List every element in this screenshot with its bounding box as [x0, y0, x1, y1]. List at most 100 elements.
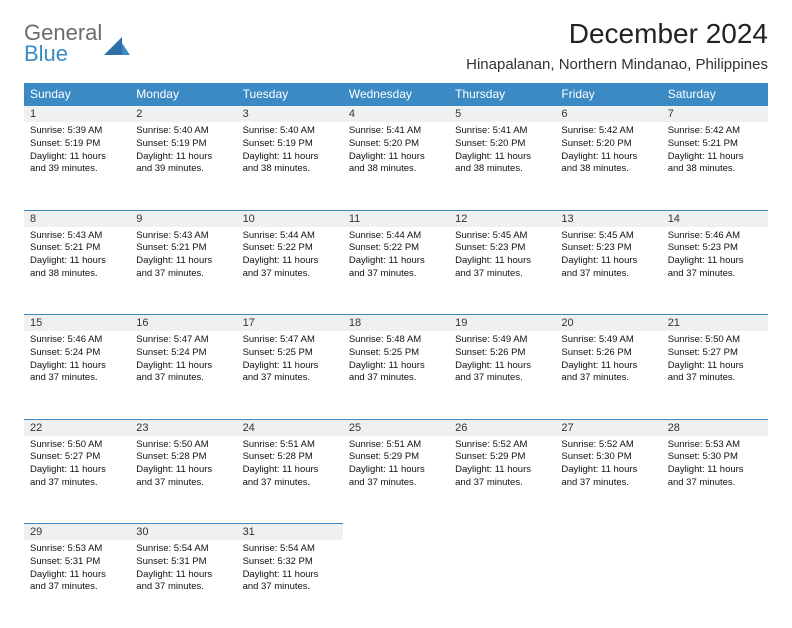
- day-cell: Sunrise: 5:54 AMSunset: 5:32 PMDaylight:…: [237, 540, 343, 628]
- sunset: Sunset: 5:22 PM: [243, 242, 337, 255]
- logo-line2: Blue: [24, 43, 102, 65]
- day-number: 20: [555, 315, 661, 332]
- day-cell: [662, 540, 768, 628]
- daylight: Daylight: 11 hours and 37 minutes.: [668, 255, 762, 281]
- daybody-row: Sunrise: 5:43 AMSunset: 5:21 PMDaylight:…: [24, 227, 768, 315]
- daylight: Daylight: 11 hours and 37 minutes.: [455, 255, 549, 281]
- sunset: Sunset: 5:20 PM: [455, 138, 549, 151]
- calendar-body: 1234567 Sunrise: 5:39 AM Sunset: 5:19 PM Da…: [24, 106, 768, 628]
- daylight: Daylight: 11 hours and 37 minutes.: [30, 360, 124, 386]
- daybody-row: Sunrise: 5:46 AMSunset: 5:24 PMDaylight:…: [24, 331, 768, 419]
- day-cell: Sunrise: 5:50 AMSunset: 5:27 PMDaylight:…: [24, 436, 130, 524]
- day-cell: Sunrise: 5:49 AMSunset: 5:26 PMDaylight:…: [555, 331, 661, 419]
- day-header-row: SundayMondayTuesdayWednesdayThursdayFrid…: [24, 83, 768, 106]
- day-number: 18: [343, 315, 449, 332]
- sunrise: Sunrise: 5:48 AM: [349, 334, 443, 347]
- sunrise: Sunrise: 5:51 AM: [349, 439, 443, 452]
- day-number: [343, 524, 449, 541]
- day-cell: Sunrise: 5:52 AMSunset: 5:29 PMDaylight:…: [449, 436, 555, 524]
- sunset: Sunset: 5:23 PM: [668, 242, 762, 255]
- day-number: 26: [449, 419, 555, 436]
- daybody-row: Sunrise: 5:53 AMSunset: 5:31 PMDaylight:…: [24, 540, 768, 628]
- sunset: Sunset: 5:28 PM: [136, 451, 230, 464]
- daylight: Daylight: 11 hours and 37 minutes.: [561, 464, 655, 490]
- daylight: Daylight: 11 hours and 37 minutes.: [561, 255, 655, 281]
- sunrise: Sunrise: 5:54 AM: [243, 543, 337, 556]
- day-number: 13: [555, 210, 661, 227]
- calendar-table: SundayMondayTuesdayWednesdayThursdayFrid…: [24, 83, 768, 628]
- day-number: 2: [130, 106, 236, 123]
- daylight: Daylight: 11 hours and 37 minutes.: [668, 464, 762, 490]
- day-number: 9: [130, 210, 236, 227]
- daylight: Daylight: 11 hours and 37 minutes.: [30, 569, 124, 595]
- day-cell: Sunrise: 5:41 AMSunset: 5:20 PMDaylight:…: [449, 122, 555, 210]
- day-cell: Sunrise: 5:52 AMSunset: 5:30 PMDaylight:…: [555, 436, 661, 524]
- sunset: Sunset: 5:32 PM: [243, 556, 337, 569]
- sunrise: Sunrise: 5:42 AM: [668, 125, 762, 138]
- logo-triangle-icon: [104, 35, 130, 55]
- day-cell: Sunrise: 5:53 AMSunset: 5:31 PMDaylight:…: [24, 540, 130, 628]
- day-number: 7: [662, 106, 768, 123]
- sunrise: Sunrise: 5:47 AM: [136, 334, 230, 347]
- day-number: 19: [449, 315, 555, 332]
- day-number: 29: [24, 524, 130, 541]
- sunset: Sunset: 5:30 PM: [561, 451, 655, 464]
- day-header: Saturday: [662, 83, 768, 106]
- sunset: Sunset: 5:19 PM: [243, 138, 337, 151]
- day-number: [449, 524, 555, 541]
- title-block: December 2024 Hinapalanan, Northern Mind…: [466, 18, 768, 73]
- day-cell: Sunrise: 5:47 AMSunset: 5:25 PMDaylight:…: [237, 331, 343, 419]
- day-cell: [343, 540, 449, 628]
- daylight: Daylight: 11 hours and 37 minutes.: [136, 360, 230, 386]
- daylight: Daylight: 11 hours and 37 minutes.: [243, 464, 337, 490]
- day-header: Wednesday: [343, 83, 449, 106]
- sunrise: Sunrise: 5:49 AM: [455, 334, 549, 347]
- day-cell: Sunrise: 5:48 AMSunset: 5:25 PMDaylight:…: [343, 331, 449, 419]
- sunset: Sunset: 5:30 PM: [668, 451, 762, 464]
- day-cell: Sunrise: 5:40 AMSunset: 5:19 PMDaylight:…: [237, 122, 343, 210]
- day-cell: Sunrise: 5:42 AMSunset: 5:20 PMDaylight:…: [555, 122, 661, 210]
- day-number: 1: [24, 106, 130, 123]
- sunrise: Sunrise: 5:41 AM: [455, 125, 549, 138]
- day-cell: Sunrise: 5:51 AMSunset: 5:29 PMDaylight:…: [343, 436, 449, 524]
- day-cell: Sunrise: 5:50 AMSunset: 5:28 PMDaylight:…: [130, 436, 236, 524]
- day-cell: [555, 540, 661, 628]
- day-number: 27: [555, 419, 661, 436]
- header: General Blue December 2024 Hinapalanan, …: [24, 18, 768, 73]
- day-header: Friday: [555, 83, 661, 106]
- daylight: Daylight: 11 hours and 37 minutes.: [561, 360, 655, 386]
- logo: General Blue: [24, 18, 130, 65]
- daybody-row: Sunrise: 5:39 AM Sunset: 5:19 PM Daylight:…: [24, 122, 768, 210]
- day-cell: [449, 540, 555, 628]
- sunset: Sunset: 5:31 PM: [136, 556, 230, 569]
- sunset: Sunset: 5:26 PM: [455, 347, 549, 360]
- daylight: Daylight: 11 hours and 39 minutes.: [136, 151, 230, 177]
- sunset: Sunset: 5:20 PM: [349, 138, 443, 151]
- sunset: Sunset: 5:29 PM: [455, 451, 549, 464]
- day-header: Monday: [130, 83, 236, 106]
- day-cell: Sunrise: 5:49 AMSunset: 5:26 PMDaylight:…: [449, 331, 555, 419]
- daylight: Daylight: 11 hours and 37 minutes.: [349, 360, 443, 386]
- daylight: Daylight: 11 hours and 37 minutes.: [455, 360, 549, 386]
- day-header: Sunday: [24, 83, 130, 106]
- sunrise: Sunrise: 5:46 AM: [30, 334, 124, 347]
- daynum-row: 15161718192021: [24, 315, 768, 332]
- sunset: Sunset: 5:22 PM: [349, 242, 443, 255]
- daylight: Daylight: 11 hours and 37 minutes.: [243, 255, 337, 281]
- day-cell: Sunrise: 5:51 AMSunset: 5:28 PMDaylight:…: [237, 436, 343, 524]
- daylight: Daylight: 11 hours and 38 minutes.: [455, 151, 549, 177]
- sunrise: Sunrise: 5:54 AM: [136, 543, 230, 556]
- day-number: 22: [24, 419, 130, 436]
- sunrise: Sunrise: 5:39 AM: [30, 125, 124, 138]
- sunset: Sunset: 5:25 PM: [349, 347, 443, 360]
- day-number: 10: [237, 210, 343, 227]
- daynum-row: 1234567: [24, 106, 768, 123]
- sunset: Sunset: 5:25 PM: [243, 347, 337, 360]
- sunset: Sunset: 5:23 PM: [561, 242, 655, 255]
- day-number: 5: [449, 106, 555, 123]
- daylight: Daylight: 11 hours and 37 minutes.: [136, 255, 230, 281]
- day-cell: Sunrise: 5:39 AMSunset: 5:19 PMDaylight:…: [24, 122, 130, 210]
- daynum-row: 891011121314: [24, 210, 768, 227]
- day-number: 23: [130, 419, 236, 436]
- day-cell: Sunrise: 5:43 AMSunset: 5:21 PMDaylight:…: [130, 227, 236, 315]
